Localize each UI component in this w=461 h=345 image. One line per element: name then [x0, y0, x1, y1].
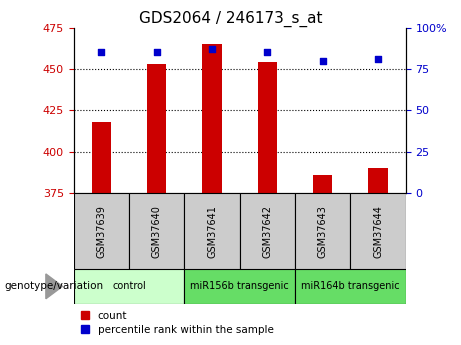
- Point: [264, 50, 271, 55]
- Bar: [147, 64, 166, 193]
- Point: [208, 46, 216, 52]
- Bar: [258, 62, 277, 193]
- Text: GSM37641: GSM37641: [207, 205, 217, 258]
- Text: control: control: [112, 282, 146, 291]
- FancyBboxPatch shape: [295, 269, 406, 304]
- Text: GSM37639: GSM37639: [96, 205, 106, 258]
- Bar: [313, 175, 332, 193]
- Text: GSM37643: GSM37643: [318, 205, 328, 258]
- Bar: [92, 122, 111, 193]
- Text: miR156b transgenic: miR156b transgenic: [190, 282, 289, 291]
- FancyBboxPatch shape: [129, 193, 184, 269]
- Bar: [202, 44, 222, 193]
- Bar: [368, 168, 388, 193]
- FancyBboxPatch shape: [74, 193, 129, 269]
- FancyBboxPatch shape: [240, 193, 295, 269]
- FancyBboxPatch shape: [350, 193, 406, 269]
- Legend: count, percentile rank within the sample: count, percentile rank within the sample: [79, 309, 276, 337]
- Point: [319, 58, 326, 63]
- Point: [374, 56, 382, 62]
- Point: [98, 50, 105, 55]
- Text: genotype/variation: genotype/variation: [5, 282, 104, 291]
- Text: miR164b transgenic: miR164b transgenic: [301, 282, 400, 291]
- FancyBboxPatch shape: [295, 193, 350, 269]
- Point: [153, 50, 160, 55]
- FancyBboxPatch shape: [74, 269, 184, 304]
- FancyBboxPatch shape: [184, 269, 295, 304]
- Text: GSM37644: GSM37644: [373, 205, 383, 258]
- Text: GSM37642: GSM37642: [262, 205, 272, 258]
- Polygon shape: [46, 274, 63, 299]
- FancyBboxPatch shape: [184, 193, 240, 269]
- Text: GDS2064 / 246173_s_at: GDS2064 / 246173_s_at: [139, 10, 322, 27]
- Text: GSM37640: GSM37640: [152, 205, 162, 258]
